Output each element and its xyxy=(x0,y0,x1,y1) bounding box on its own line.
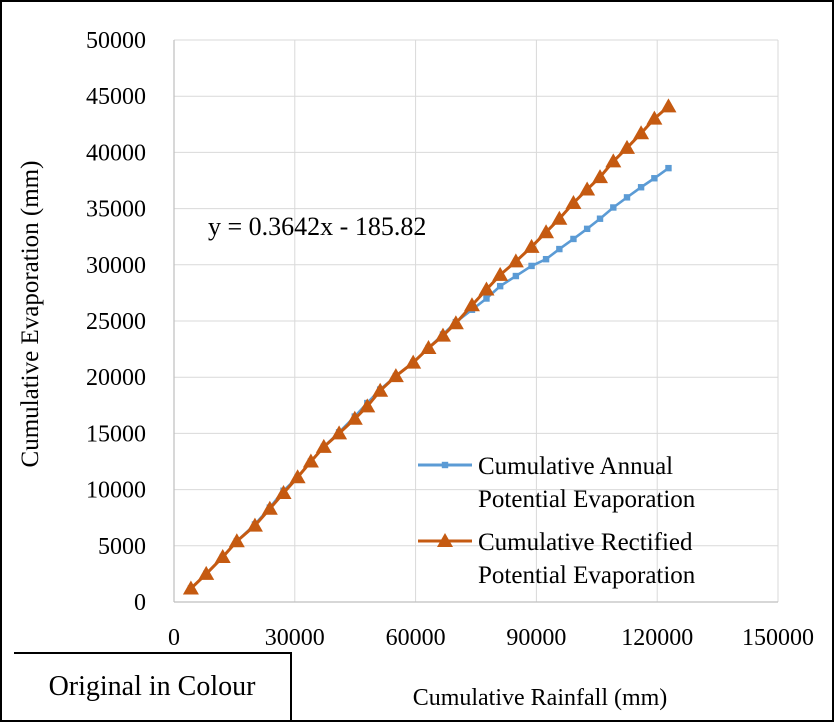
data-point xyxy=(182,580,199,595)
y-tick-label: 30000 xyxy=(86,253,146,279)
x-tick-label: 120000 xyxy=(621,625,693,651)
y-tick-label: 15000 xyxy=(86,421,146,447)
data-point xyxy=(492,266,509,281)
data-point xyxy=(538,224,555,239)
data-point xyxy=(275,484,292,499)
y-tick-label: 20000 xyxy=(86,365,146,391)
data-point xyxy=(214,549,231,564)
y-tick-label: 40000 xyxy=(86,140,146,166)
x-tick-labels: 0 30000 60000 90000 120000 150000 xyxy=(168,625,814,651)
data-point xyxy=(434,327,451,342)
grid xyxy=(173,39,779,603)
legend-entry: Cumulative Annual Potential Evaporation xyxy=(418,453,696,513)
x-tick-label: 90000 xyxy=(506,625,566,651)
y-tick-label: 25000 xyxy=(86,309,146,335)
data-point xyxy=(331,425,348,440)
legend: Cumulative Annual Potential Evaporation Cu… xyxy=(418,453,696,589)
x-tick-label: 30000 xyxy=(265,625,325,651)
series-line xyxy=(189,105,670,590)
data-point xyxy=(528,262,535,270)
y-axis-label: Cumulative Evaporation (mm) xyxy=(17,161,44,468)
data-point xyxy=(228,533,245,548)
series-rectified xyxy=(182,98,677,595)
data-point xyxy=(633,125,650,140)
data-point xyxy=(359,398,376,413)
data-point xyxy=(637,184,645,191)
data-point xyxy=(523,238,540,253)
data-point xyxy=(483,295,490,302)
caption-box: Original in Colour xyxy=(14,652,292,720)
y-tick-label: 5000 xyxy=(98,534,146,560)
legend-label: Cumulative Annual Potential Evaporation xyxy=(478,453,696,513)
y-tick-label: 45000 xyxy=(86,84,146,110)
data-point xyxy=(246,517,263,532)
data-point xyxy=(372,382,389,397)
data-point xyxy=(289,469,306,484)
x-tick-label: 0 xyxy=(168,625,180,651)
data-point xyxy=(665,164,672,172)
data-point xyxy=(610,204,617,211)
data-point xyxy=(315,438,332,453)
data-point xyxy=(646,110,663,125)
data-point xyxy=(463,297,480,312)
y-tick-labels: 0 5000 10000 15000 20000 25000 30000 35000 40000… xyxy=(86,28,146,616)
data-point xyxy=(651,175,658,182)
x-tick-label: 150000 xyxy=(742,625,814,651)
data-point xyxy=(605,153,622,168)
data-point xyxy=(619,139,635,154)
y-tick-label: 35000 xyxy=(86,197,146,223)
data-point xyxy=(405,354,422,369)
data-point xyxy=(507,253,524,268)
data-point xyxy=(542,255,550,263)
axes xyxy=(173,40,778,603)
legend-swatch-marker xyxy=(437,533,453,547)
data-point xyxy=(346,410,363,425)
data-point xyxy=(623,194,631,201)
data-point xyxy=(496,282,504,290)
data-point xyxy=(660,98,677,113)
legend-swatch-marker xyxy=(441,461,449,469)
x-axis-label: Cumulative Rainfall (mm) xyxy=(413,685,668,711)
x-tick-label: 60000 xyxy=(386,625,446,651)
y-tick-label: 10000 xyxy=(86,478,146,504)
data-point xyxy=(261,500,278,515)
series-layer xyxy=(182,98,677,595)
data-point xyxy=(387,368,404,383)
data-point xyxy=(556,245,563,253)
data-point xyxy=(570,235,577,243)
data-point xyxy=(596,215,604,222)
data-point xyxy=(512,272,520,280)
caption-text: Original in Colour xyxy=(48,671,256,702)
data-point xyxy=(302,453,319,468)
data-point xyxy=(198,565,215,580)
data-point xyxy=(420,339,437,354)
legend-label: Cumulative Rectified Potential Evaporatio… xyxy=(478,529,696,589)
trendline-equation: y = 0.3642x - 185.82 xyxy=(208,212,426,241)
data-point xyxy=(579,181,596,196)
y-tick-label: 0 xyxy=(134,590,146,616)
data-point xyxy=(565,194,582,209)
legend-entry: Cumulative Rectified Potential Evaporatio… xyxy=(418,529,696,589)
data-point xyxy=(551,210,568,225)
y-tick-label: 50000 xyxy=(86,28,146,54)
data-point xyxy=(478,281,495,296)
data-point xyxy=(447,315,464,330)
data-point xyxy=(592,169,609,184)
data-point xyxy=(583,225,591,233)
